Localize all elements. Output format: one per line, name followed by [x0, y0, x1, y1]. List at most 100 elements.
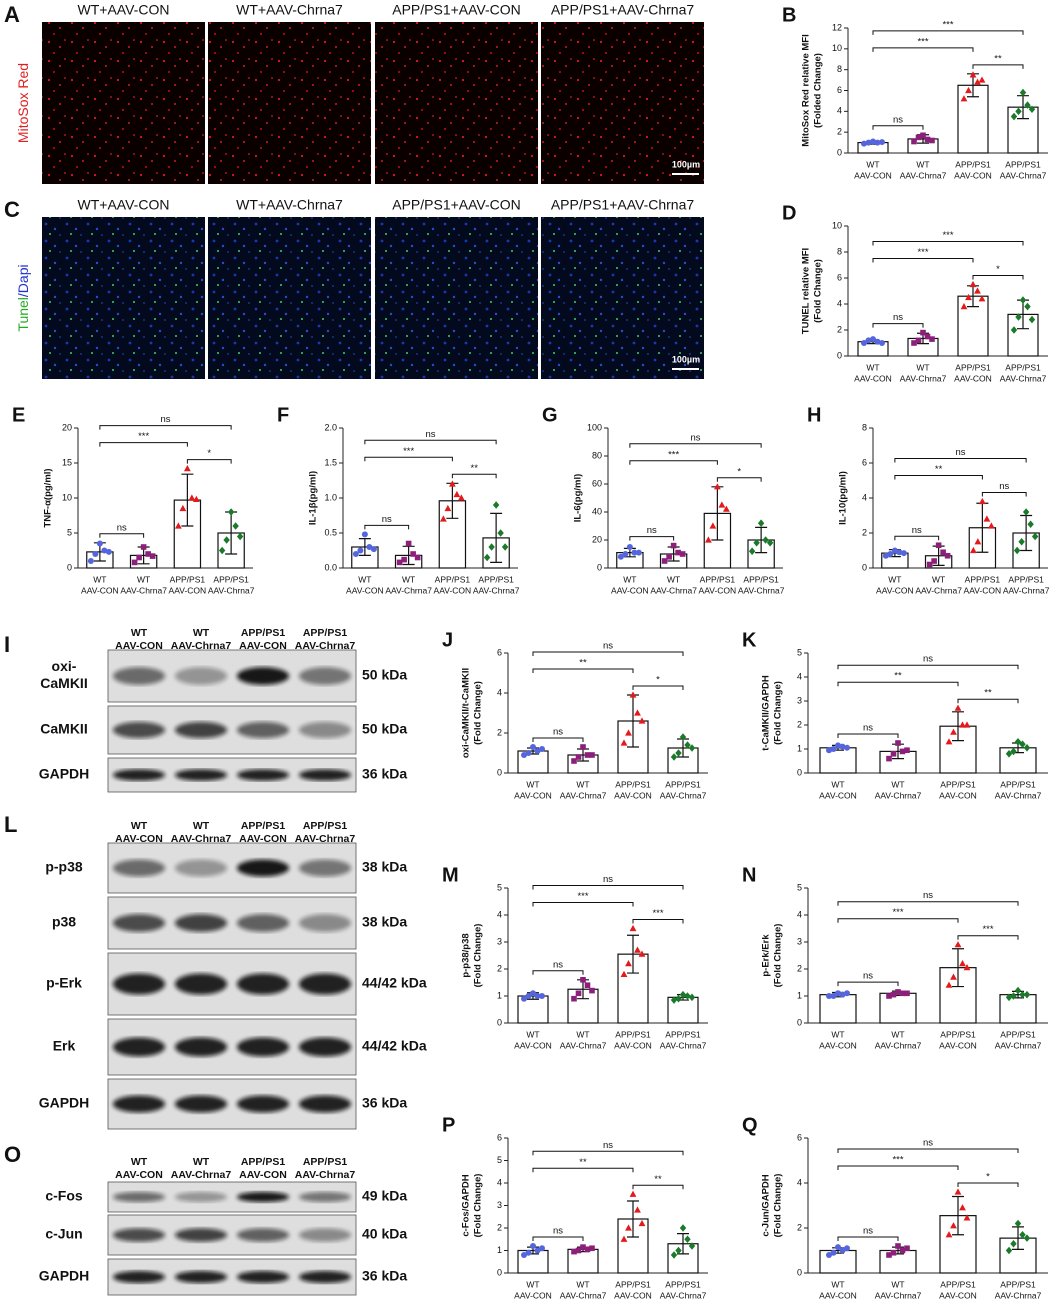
x-tick-label: AAV-Chrna7: [995, 790, 1042, 800]
panel-letter: K: [742, 629, 757, 651]
data-point: [960, 303, 968, 310]
data-point: [830, 993, 837, 999]
data-point: [622, 551, 629, 557]
x-tick-label: AAV-CON: [876, 585, 914, 595]
data-point: [525, 1249, 532, 1256]
y-tick-label: 1: [497, 990, 502, 1000]
significance-bracket: [532, 737, 584, 742]
significance-label: ***: [917, 247, 928, 258]
significance-bracket: [99, 533, 145, 538]
data-point: [835, 742, 841, 749]
data-point: [521, 995, 527, 1002]
lane-label: AAV-Chrna7: [295, 833, 356, 845]
y-axis-label: (Fold Change): [473, 924, 484, 988]
data-point: [839, 991, 846, 998]
significance-bracket: [629, 443, 762, 448]
kda-label: 50 kDa: [362, 721, 407, 737]
y-tick-label: 4: [497, 909, 502, 919]
x-tick-label: AAV-Chrna7: [1000, 170, 1047, 180]
y-tick-label: 1.5: [324, 457, 337, 467]
y-tick-label: 6: [497, 647, 502, 657]
data-point: [584, 982, 591, 988]
y-axis-label: (Fold Change): [773, 1174, 784, 1238]
blot-band: [236, 1228, 290, 1242]
y-tick-label: 3: [497, 936, 502, 946]
x-tick-label: APP/PS1: [435, 574, 471, 584]
y-tick-label: 5: [497, 1155, 502, 1165]
data-point: [835, 990, 841, 997]
panel-letter: L: [4, 812, 17, 837]
significance-bracket: [872, 258, 974, 263]
data-point: [521, 1252, 527, 1258]
y-tick-label: 2: [837, 324, 842, 334]
y-tick-label: 0.0: [324, 562, 337, 572]
x-tick-label: APP/PS1: [940, 1279, 976, 1289]
x-tick-label: AAV-Chrna7: [1000, 373, 1047, 383]
data-point: [183, 465, 191, 472]
significance-label: ***: [138, 431, 149, 442]
significance-bracket: [837, 681, 959, 687]
y-tick-label: 0: [797, 767, 802, 777]
x-tick-label: APP/PS1: [170, 574, 206, 584]
data-point: [887, 551, 894, 557]
y-tick-label: 20: [62, 422, 72, 432]
blot-band: [174, 769, 228, 781]
panel-letter: M: [442, 864, 459, 886]
significance-label: **: [579, 1157, 587, 1168]
data-point: [1023, 990, 1031, 999]
blot-band: [112, 667, 166, 685]
data-point: [635, 549, 642, 556]
y-tick-label: 5: [797, 882, 802, 892]
significance-bracket: [99, 442, 188, 447]
data-point: [525, 993, 532, 999]
data-point: [896, 549, 903, 556]
data-point: [453, 490, 461, 498]
significance-label: ns: [893, 312, 903, 323]
x-tick-label: AAV-Chrna7: [660, 790, 707, 800]
significance-label: ***: [892, 1155, 903, 1166]
x-tick-label: AAV-Chrna7: [1003, 585, 1050, 595]
x-tick-label: AAV-Chrna7: [738, 585, 785, 595]
significance-bracket: [364, 456, 453, 462]
data-point: [227, 508, 235, 516]
lane-label: AAV-CON: [239, 1169, 287, 1181]
blot-band: [298, 914, 352, 932]
significance-label: *: [207, 448, 211, 459]
data-point: [666, 554, 672, 560]
bar: [819, 994, 857, 1024]
x-tick-label: AAV-CON: [614, 1040, 652, 1050]
data-point: [497, 529, 504, 537]
data-point: [935, 542, 942, 549]
data-point: [629, 1190, 637, 1197]
significance-bracket: [186, 459, 232, 464]
data-point: [638, 717, 646, 724]
x-tick-label: WT: [667, 574, 680, 584]
data-point: [145, 551, 151, 557]
data-point: [1027, 520, 1034, 529]
significance-bracket: [632, 919, 684, 924]
significance-bracket: [837, 981, 899, 987]
data-point: [718, 501, 726, 508]
data-point: [87, 558, 94, 564]
data-point: [915, 134, 922, 141]
data-point: [140, 544, 147, 550]
data-point: [1028, 105, 1036, 114]
blot-band: [112, 1191, 166, 1203]
data-point: [931, 558, 937, 564]
row-label: Erk: [53, 1038, 76, 1054]
x-tick-label: WT: [526, 779, 539, 789]
significance-label: ns: [425, 429, 435, 440]
y-tick-label: 80: [592, 450, 602, 460]
data-point: [963, 721, 971, 728]
data-point: [895, 989, 901, 995]
x-tick-label: WT: [526, 1279, 539, 1289]
data-point: [1028, 315, 1036, 324]
y-tick-label: 1: [797, 743, 802, 753]
data-point: [713, 483, 721, 490]
data-point: [589, 752, 595, 758]
x-tick-label: AAV-CON: [514, 790, 552, 800]
y-tick-label: 3: [797, 695, 802, 705]
data-point: [1005, 993, 1013, 1002]
y-axis-label: TUNEL relative MFI: [801, 248, 812, 334]
micrograph: [208, 217, 371, 379]
